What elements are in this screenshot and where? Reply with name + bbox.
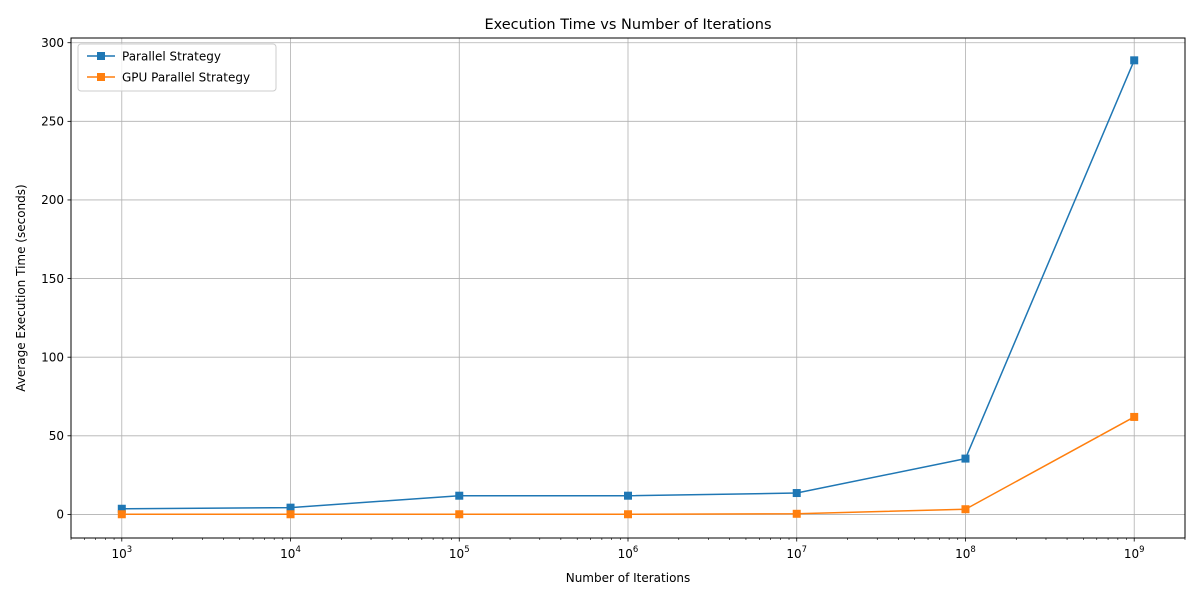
data-point [117,510,126,519]
data-point [455,510,464,519]
x-axis-ticks: 103 104 105 106 107 108 109 [111,538,1145,561]
y-tick-label: 150 [41,272,64,286]
series-layer [117,56,1139,519]
y-tick-label: 50 [49,429,64,443]
data-point [286,503,295,512]
y-tick-label: 100 [41,350,64,364]
x-tick-label: 103 [111,545,132,561]
data-point [455,491,464,500]
x-tick-label: 106 [618,545,639,561]
chart-title: Execution Time vs Number of Iterations [484,17,771,33]
y-axis-label: Average Execution Time (seconds) [14,184,28,391]
y-tick-label: 200 [41,193,64,207]
y-axis-ticks: 0 50 100 150 200 250 300 [41,36,71,522]
data-point [117,504,126,513]
legend-label-gpu-parallel: GPU Parallel Strategy [122,71,250,85]
data-point [1130,56,1139,65]
legend-label-parallel: Parallel Strategy [122,50,221,64]
series-gpu-parallel [117,412,1139,519]
legend-marker-parallel [97,52,105,60]
y-tick-label: 0 [56,508,64,522]
y-tick-label: 250 [41,115,64,129]
legend-marker-gpu-parallel [97,73,105,81]
legend-box [77,43,277,92]
x-tick-label: 104 [280,545,301,561]
x-tick-label: 108 [955,545,976,561]
data-point [792,509,801,518]
data-point [961,454,970,463]
x-tick-label: 107 [786,545,807,561]
data-point [624,491,632,500]
y-tick-label: 300 [41,36,64,50]
data-point [1130,412,1139,421]
x-tick-label: 109 [1124,545,1145,561]
x-axis-label: Number of Iterations [566,571,691,585]
data-point [961,505,970,514]
x-tick-label: 105 [449,545,470,561]
data-point [792,489,801,498]
data-point [286,510,295,519]
data-point [624,510,632,519]
series-parallel [117,56,1139,513]
plot-frame [70,37,1186,539]
legend: Parallel Strategy GPU Parallel Strategy [77,43,277,92]
